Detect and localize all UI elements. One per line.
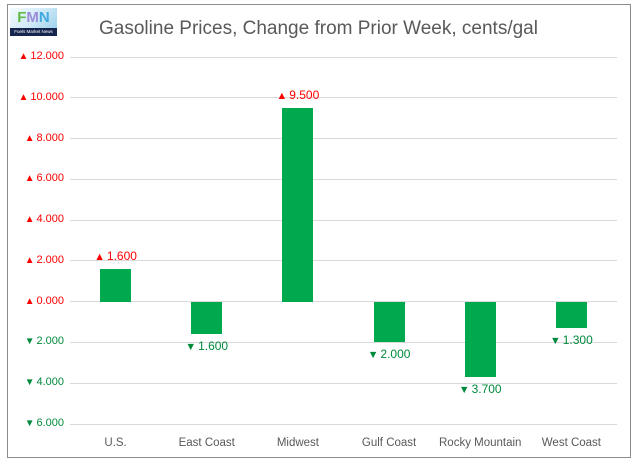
- y-axis-tick: ▼ 6.000: [0, 417, 64, 429]
- x-axis-label: U.S.: [104, 437, 127, 449]
- label-value: 9.500: [289, 87, 320, 102]
- label-value: 10.000: [30, 90, 64, 103]
- down-triangle-icon: ▼: [185, 341, 197, 354]
- data-label: ▼ 1.600: [162, 339, 252, 353]
- down-triangle-icon: ▼: [24, 336, 35, 348]
- label-value: 2.000: [36, 335, 64, 348]
- chart-border: [7, 4, 631, 458]
- x-axis-label: West Coast: [541, 437, 602, 449]
- y-axis-tick: ▲ 0.000: [0, 295, 64, 307]
- y-axis-tick: ▲ 8.000: [0, 132, 64, 144]
- logo-letter-m: M: [26, 9, 39, 26]
- up-triangle-icon: ▲: [18, 91, 29, 103]
- x-axis-label: Rocky Mountain: [439, 437, 522, 449]
- data-label: ▲ 9.500: [253, 88, 343, 102]
- gridline: [70, 56, 617, 58]
- gridline: [70, 341, 617, 343]
- gridline: [70, 219, 617, 221]
- x-axis-label: East Coast: [178, 437, 235, 449]
- label-value: 8.000: [36, 131, 64, 144]
- label-value: 6.000: [36, 172, 64, 185]
- data-label: ▼ 3.700: [435, 382, 525, 396]
- label-value: 12.000: [30, 50, 64, 62]
- label-value: 0.000: [36, 294, 64, 307]
- down-triangle-icon: ▼: [24, 377, 35, 389]
- logo-letter-n: N: [38, 9, 50, 26]
- gridline: [70, 382, 617, 384]
- y-axis-tick: ▼ 2.000: [0, 335, 64, 347]
- x-axis-label: Midwest: [276, 437, 319, 449]
- label-value: 3.700: [471, 382, 502, 397]
- up-triangle-icon: ▲: [18, 51, 29, 62]
- label-value: 2.000: [380, 347, 411, 362]
- bar-west-coast: [555, 301, 587, 329]
- label-value: 1.600: [106, 249, 137, 264]
- up-triangle-icon: ▲: [276, 89, 288, 102]
- down-triangle-icon: ▼: [367, 349, 379, 362]
- label-value: 1.300: [562, 333, 593, 348]
- gridline: [70, 97, 617, 99]
- bar-east-coast: [191, 301, 223, 335]
- up-triangle-icon: ▲: [24, 173, 35, 185]
- bar-u-s-: [100, 269, 132, 302]
- y-axis-tick: ▼ 4.000: [0, 376, 64, 388]
- data-label: ▼ 2.000: [344, 347, 434, 361]
- y-axis-tick: ▲ 4.000: [0, 213, 64, 225]
- y-axis-tick: ▲ 2.000: [0, 254, 64, 266]
- bar-midwest: [282, 107, 314, 302]
- bar-gulf-coast: [373, 301, 405, 343]
- up-triangle-icon: ▲: [24, 295, 35, 307]
- up-triangle-icon: ▲: [24, 214, 35, 226]
- data-label: ▼ 1.300: [526, 333, 616, 347]
- up-triangle-icon: ▲: [24, 254, 35, 266]
- gridline: [70, 301, 617, 303]
- chart-title: Gasoline Prices, Change from Prior Week,…: [99, 18, 538, 39]
- down-triangle-icon: ▼: [550, 335, 561, 348]
- label-value: 2.000: [36, 253, 64, 266]
- logo-subtitle: Fuels Market News: [10, 28, 57, 36]
- y-axis-tick: ▲ 10.000: [0, 91, 64, 103]
- label-value: 4.000: [36, 376, 64, 389]
- up-triangle-icon: ▲: [94, 251, 105, 264]
- gridline: [70, 260, 617, 262]
- data-label: ▲ 1.600: [71, 249, 161, 263]
- label-value: 4.000: [36, 213, 64, 226]
- y-axis-tick: ▲ 6.000: [0, 172, 64, 184]
- down-triangle-icon: ▼: [24, 418, 35, 429]
- y-axis-tick: ▲ 12.000: [0, 50, 64, 62]
- gridline: [70, 138, 617, 140]
- gridline: [70, 423, 617, 425]
- x-axis-label: Gulf Coast: [361, 437, 417, 449]
- bar-rocky-mountain: [464, 301, 496, 378]
- gridline: [70, 178, 617, 180]
- logo-letter-f: F: [17, 9, 27, 26]
- down-triangle-icon: ▼: [458, 384, 470, 397]
- up-triangle-icon: ▲: [24, 132, 35, 144]
- label-value: 6.000: [36, 417, 64, 429]
- label-value: 1.600: [198, 339, 229, 354]
